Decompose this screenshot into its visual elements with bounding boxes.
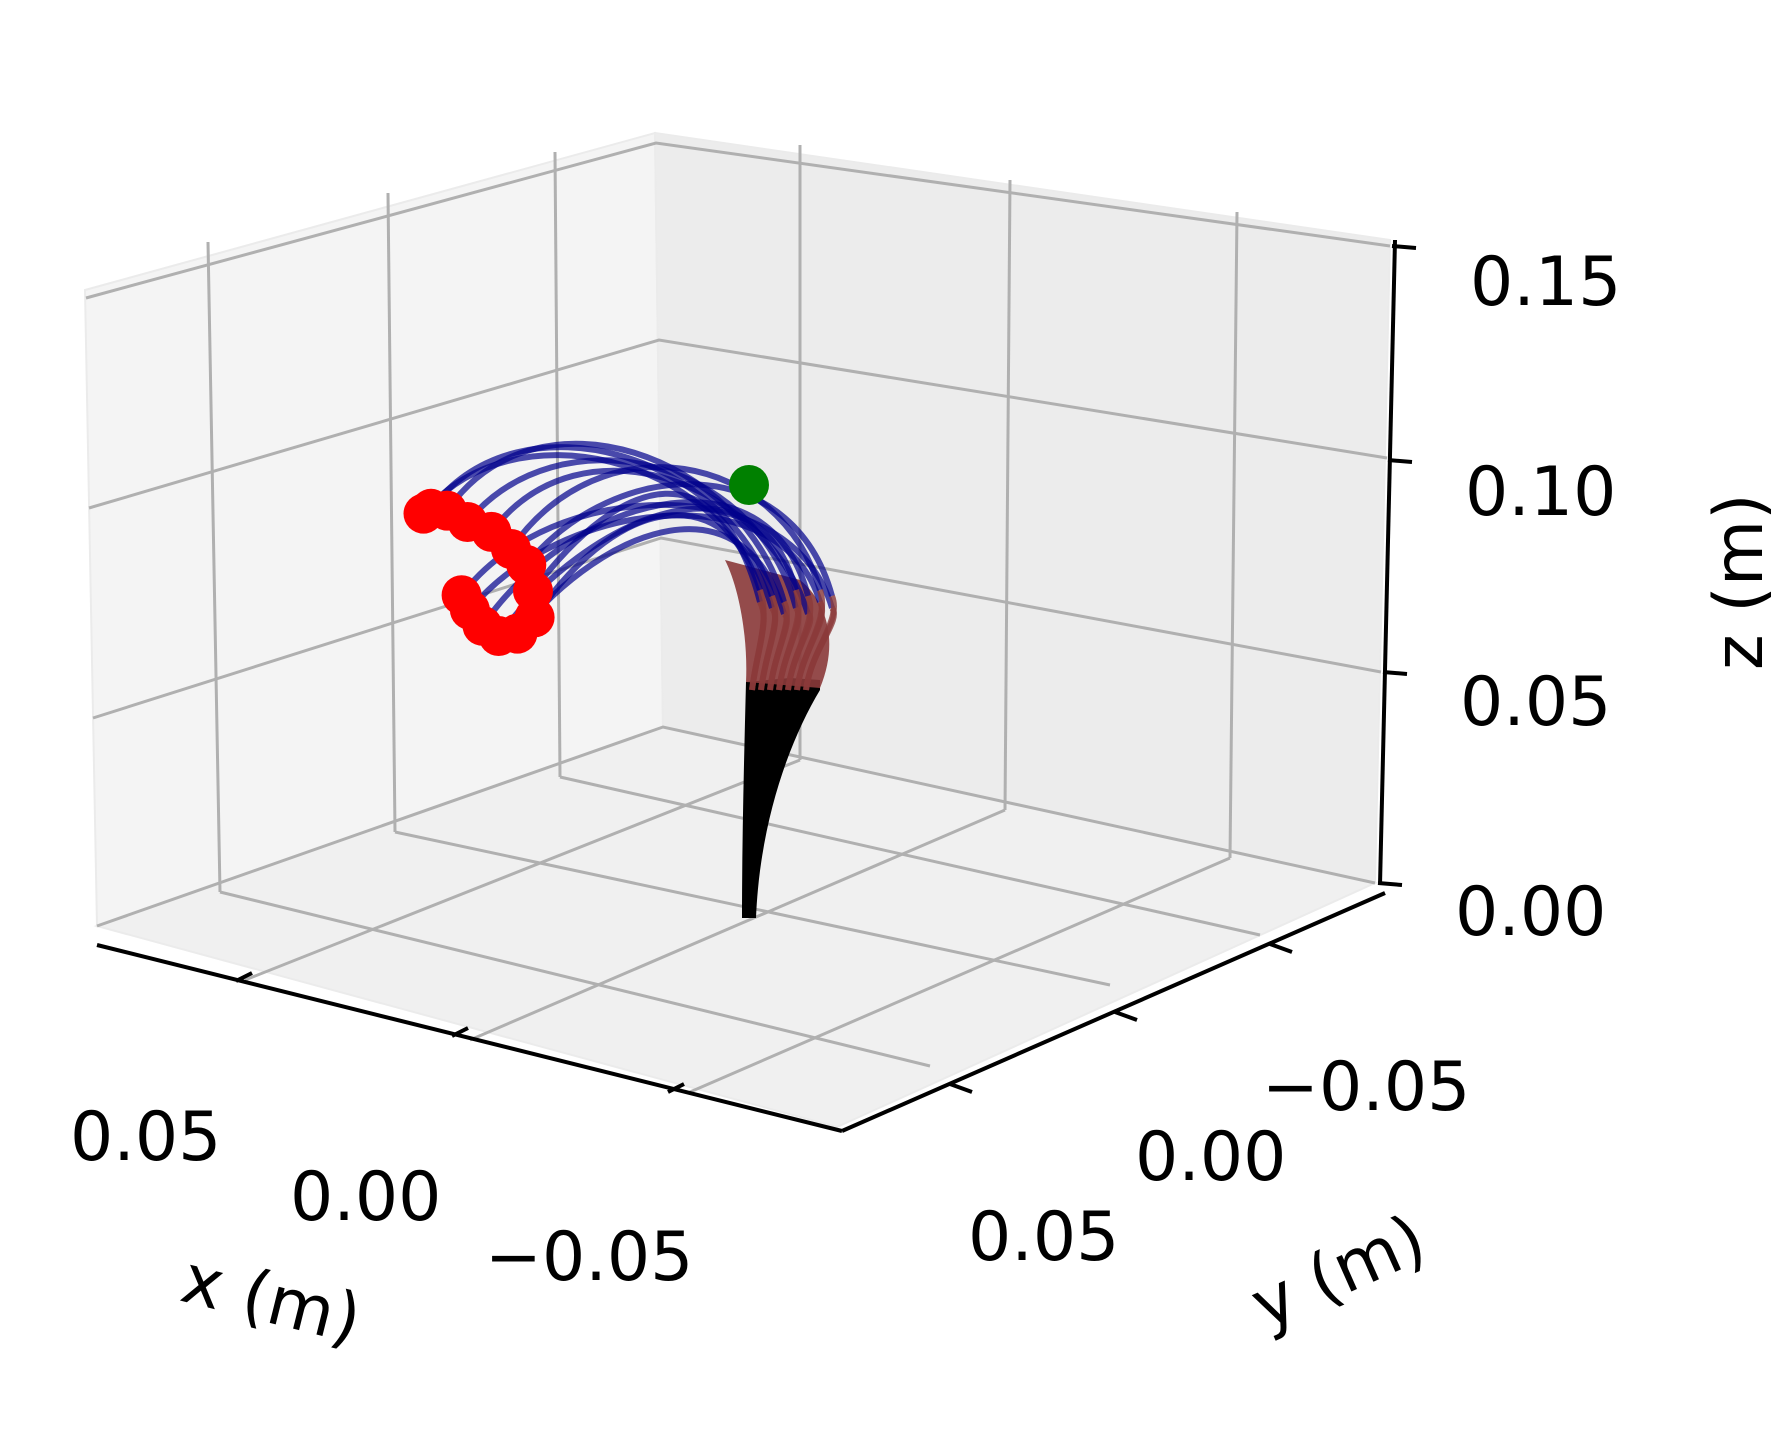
grid-y-back-3 <box>1228 211 1239 859</box>
axes <box>96 239 1417 1133</box>
z-tick-label-0: 0.00 <box>1455 873 1606 952</box>
y-axis-line <box>841 891 1386 1133</box>
grid-y-floor-2 <box>469 808 1006 1042</box>
z-tick-label-2: 0.10 <box>1465 453 1616 532</box>
robot-middle-strokes <box>749 589 837 691</box>
robot-distal-curve <box>523 481 835 597</box>
tip-marker <box>441 575 482 616</box>
grid-x-left-1 <box>206 241 222 893</box>
z-axis-line <box>1378 239 1397 886</box>
grid-z-0.15 <box>85 141 1391 300</box>
grid-x-floor-1 <box>219 890 931 1068</box>
grid-z-0.05 <box>92 536 1382 720</box>
robot-distal-sections <box>421 440 835 638</box>
robot-distal-curve <box>515 526 787 636</box>
x-tick-label-1: 0.00 <box>290 1158 441 1237</box>
z-tick-0.10 <box>1387 458 1413 464</box>
y-tick-1 <box>949 1082 973 1094</box>
grid-x-left-2 <box>386 192 397 833</box>
y-axis-title: y (m) <box>1240 1200 1438 1346</box>
robot-middle-curve <box>749 600 767 691</box>
y-tick-2 <box>1114 1010 1138 1022</box>
x-axis-title: x (m) <box>174 1240 369 1360</box>
robot <box>421 440 837 918</box>
z-tick-label-1: 0.05 <box>1460 663 1611 742</box>
grid-lines <box>85 141 1391 1094</box>
robot-distal-curve <box>508 464 823 591</box>
x-axis-line <box>96 943 843 1133</box>
robot-middle-curve <box>803 606 837 691</box>
grid-y-back-2 <box>1003 179 1012 811</box>
robot-middle-curve <box>758 606 779 691</box>
grid-z-0.00 <box>96 725 1376 928</box>
robot-middle-curve <box>776 589 802 691</box>
grid-y-floor-3 <box>689 856 1231 1094</box>
x-tick-label-2: −0.05 <box>485 1218 693 1297</box>
target-marker <box>729 465 769 505</box>
robot-middle-curve <box>767 611 790 691</box>
y-tick-3 <box>1269 942 1293 954</box>
grid-y-floor-1 <box>244 758 801 982</box>
robot-middle-curve <box>785 594 814 691</box>
x-tick-label-0: 0.05 <box>70 1098 221 1177</box>
z-tick-0.05 <box>1382 670 1408 676</box>
x-tick-2 <box>451 1026 469 1038</box>
z-tick-0.00 <box>1377 881 1403 887</box>
grid-z-0.10 <box>88 338 1388 510</box>
z-tick-0.15 <box>1391 244 1417 250</box>
z-tick-label-3: 0.15 <box>1470 243 1621 322</box>
grid-x-floor-3 <box>559 775 1261 937</box>
y-tick-label-1: 0.00 <box>1135 1118 1286 1197</box>
tick-labels: 0.05 0.00 −0.05 −0.05 0.00 0.05 0.00 0.0… <box>70 243 1621 1297</box>
x-tick-1 <box>235 971 253 983</box>
robot-distal-curve <box>428 444 775 597</box>
robot-base-section <box>742 678 820 918</box>
z-axis-title: z (m) <box>1700 493 1779 670</box>
robot-distal-curve <box>444 440 787 603</box>
robot-middle-curve <box>794 600 826 691</box>
y-tick-label-2: 0.05 <box>968 1198 1119 1277</box>
x-tick-3 <box>667 1082 685 1094</box>
y-tick-label-0: −0.05 <box>1262 1048 1470 1127</box>
tip-markers <box>403 488 555 656</box>
